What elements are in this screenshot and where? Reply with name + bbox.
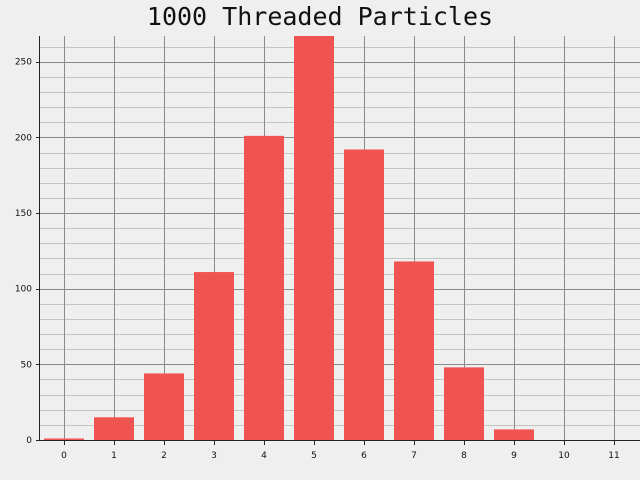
bar-9 [494,429,534,440]
x-tick-label: 8 [461,451,467,461]
bar-5 [294,36,334,440]
bar-4 [244,135,284,440]
x-tick-label: 1 [111,451,117,461]
bar-8 [444,367,484,440]
x-tick-label: 2 [161,451,167,461]
bar-6 [344,149,384,440]
y-tick-label: 50 [21,360,33,370]
y-tick-label: 150 [15,209,32,219]
axis-layer [36,36,640,441]
y-tick-label: 250 [15,58,32,68]
x-tick-label: 9 [511,451,517,461]
bar-layer [44,36,534,440]
bar-1 [94,417,134,440]
x-tick-label: 6 [361,451,367,461]
tick-layer: 0 50 100 150 200 250 0 1 2 3 4 5 6 7 8 9 10 11 [15,58,620,461]
x-tick-label: 11 [608,451,619,461]
x-tick-label: 3 [211,451,217,461]
x-tick-label: 7 [411,451,417,461]
bar-7 [394,261,434,440]
chart-title: 1000 Threaded Particles [146,2,494,31]
x-tick-label: 5 [311,451,317,461]
bar-0 [44,438,84,440]
bar-2 [144,373,184,440]
bar-3 [194,272,234,440]
y-tick-label: 0 [26,436,32,446]
x-tick-label: 4 [261,451,267,461]
grid-layer [40,36,640,441]
y-tick-label: 100 [15,285,32,295]
x-tick-label: 0 [61,451,67,461]
x-tick-label: 10 [558,451,570,461]
y-tick-label: 200 [15,133,32,143]
